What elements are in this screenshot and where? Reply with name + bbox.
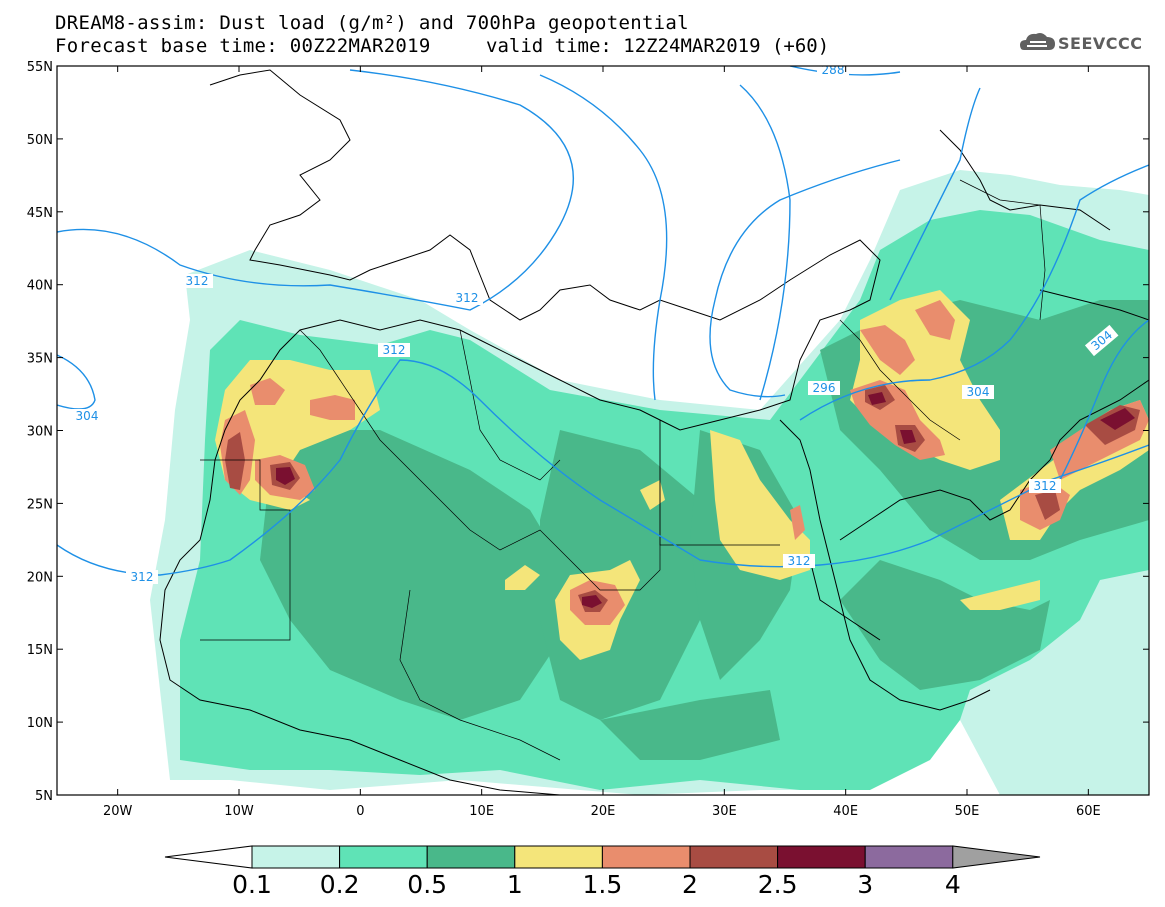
lon-tick-label: 40E [833, 804, 858, 819]
contour-labels: 288 312 312 312 296 304 304 304 312 312 … [71, 63, 1119, 584]
colorbar-box [339, 845, 428, 869]
contour-label: 304 [967, 385, 990, 399]
colorbar-level-label: 0.5 [407, 870, 448, 899]
dust-load-field [150, 170, 1149, 795]
lat-tick-label: 35N [27, 352, 53, 367]
contour-label: 312 [186, 274, 209, 288]
geopotential-contours [57, 66, 1149, 576]
contour-label: 304 [76, 409, 99, 423]
contour-label: 312 [383, 343, 406, 357]
lat-tick-label: 15N [27, 643, 53, 658]
logo-text: SEEVCCC [1058, 34, 1143, 53]
colorbar-box [514, 845, 603, 869]
contour-label: 296 [813, 381, 836, 395]
colorbar-level-label: 0.1 [232, 870, 272, 899]
lat-tick-label: 30N [27, 425, 53, 440]
colorbar-box [426, 845, 516, 869]
colorbar-level-label: 1.5 [582, 870, 623, 899]
colorbar-box [251, 845, 341, 869]
colorbar-level-label: 3 [857, 870, 874, 899]
lon-tick-label: 20W [103, 804, 133, 819]
lon-tick-label: 10W [224, 804, 254, 819]
map-area: 288 312 312 312 296 304 304 304 312 312 … [57, 63, 1149, 795]
lon-tick-label: 30E [712, 804, 737, 819]
lat-tick-label: 10N [27, 716, 53, 731]
colorbar-level-label: 1 [506, 870, 523, 899]
valid-time: valid time: 12Z24MAR2019 (+60) [486, 35, 830, 57]
lon-tick-label: 0 [356, 804, 364, 819]
contour-label: 312 [788, 554, 811, 568]
contour-label: 312 [456, 291, 479, 305]
dust-map: 288 312 312 312 296 304 304 304 312 312 … [27, 60, 1150, 819]
contour-label: 312 [1034, 479, 1057, 493]
colorbar-box [864, 845, 954, 869]
lat-tick-label: 40N [27, 279, 53, 294]
contour-label: 288 [822, 63, 845, 77]
colorbar-over-triangle [952, 845, 1041, 869]
cloud-icon [1020, 33, 1055, 50]
colorbar-level-label: 2 [682, 870, 698, 899]
lat-tick-label: 20N [27, 570, 53, 585]
lat-tick-label: 45N [27, 206, 53, 221]
colorbar-level-label: 2.5 [757, 870, 798, 899]
contour-label: 312 [131, 570, 154, 584]
lon-tick-label: 20E [591, 804, 616, 819]
lat-tick-label: 25N [27, 497, 53, 512]
longitude-axis: 20W 10W 0 10E 20E 30E 40E 50E 60E [103, 66, 1101, 819]
lon-tick-label: 10E [469, 804, 494, 819]
colorbar-box [689, 845, 779, 869]
lat-tick-label: 55N [27, 60, 53, 75]
colorbar-under-triangle [164, 845, 253, 869]
lon-tick-label: 50E [955, 804, 980, 819]
forecast-base-time: Forecast base time: 00Z22MAR2019 [55, 35, 431, 57]
lon-tick-label: 60E [1076, 804, 1101, 819]
colorbar-box [777, 845, 866, 869]
lat-tick-label: 5N [35, 789, 53, 804]
lat-tick-label: 50N [27, 133, 53, 148]
colorbar-level-label: 0.2 [319, 870, 360, 899]
coastlines [159, 69, 1149, 795]
colorbar-level-label: 4 [944, 870, 961, 899]
latitude-axis: 5N 10N 15N 20N 25N 30N 35N 40N 45N 50N 55N [27, 60, 1149, 804]
colorbar-box [601, 845, 691, 869]
map-title: DREAM8-assim: Dust load (g/m²) and 700hP… [55, 12, 689, 34]
